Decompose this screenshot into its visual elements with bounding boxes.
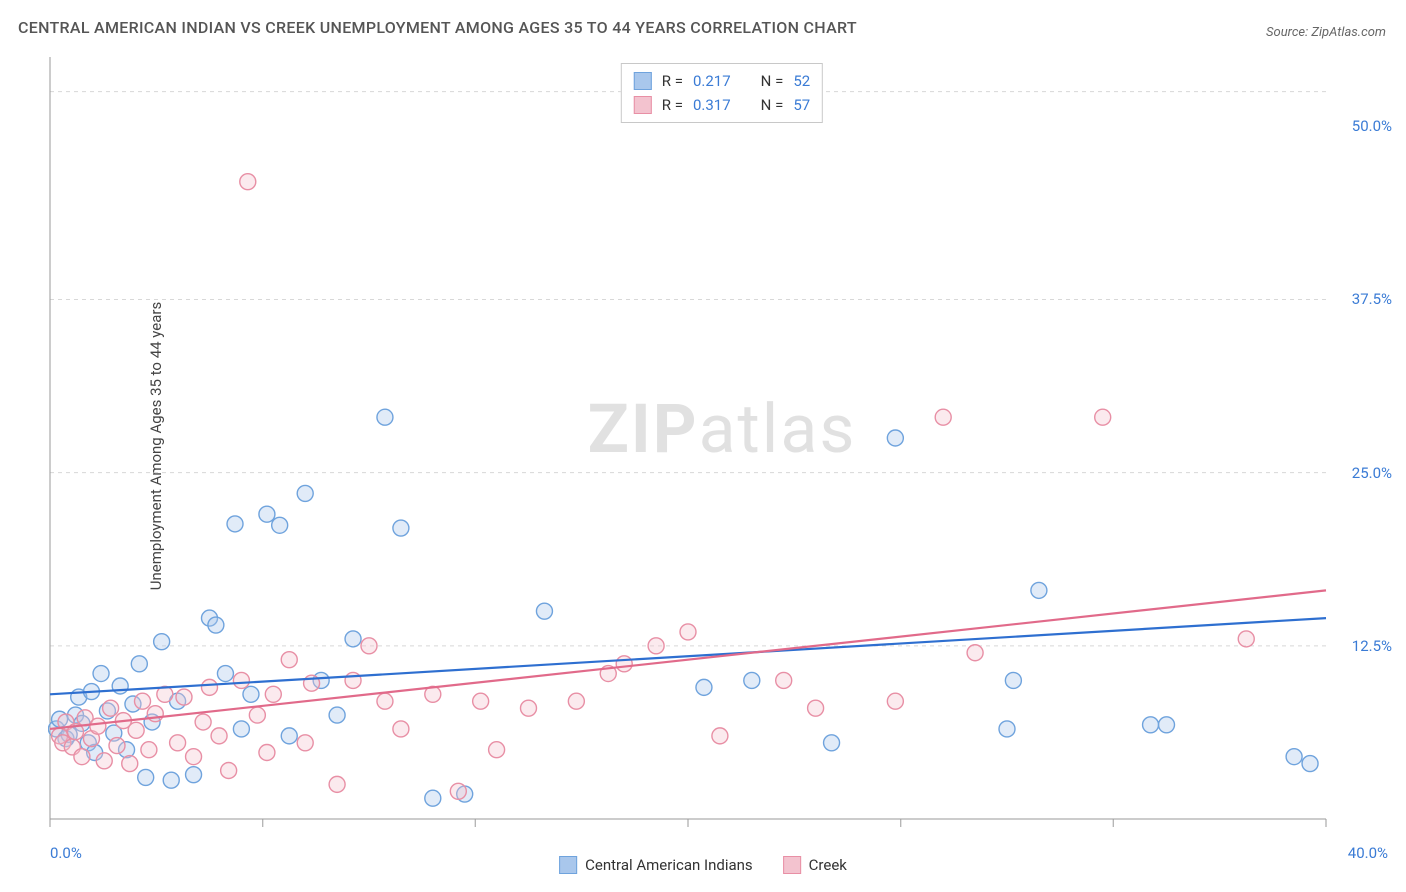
chart-title: CENTRAL AMERICAN INDIAN VS CREEK UNEMPLO… (18, 18, 857, 37)
stats-legend: R = 0.217 N = 52 R = 0.317 N = 57 (621, 63, 823, 123)
n-label-1: N = (761, 69, 784, 93)
legend-swatch-2 (783, 856, 801, 874)
n-value-2: 57 (793, 93, 810, 117)
swatch-series2 (634, 96, 652, 114)
legend-item-series1: Central American Indians (559, 856, 753, 874)
scatter-plot-svg (48, 55, 1396, 834)
n-label-2: N = (761, 93, 784, 117)
r-value-2: 0.317 (693, 93, 731, 117)
y-tick-label: 12.5% (1352, 637, 1392, 655)
legend-label-2: Creek (809, 856, 847, 874)
r-label-2: R = (662, 93, 683, 117)
stats-row-series1: R = 0.217 N = 52 (634, 69, 810, 93)
y-tick-label: 37.5% (1352, 290, 1392, 308)
source-attribution: Source: ZipAtlas.com (1266, 25, 1386, 40)
series-legend: Central American Indians Creek (559, 856, 847, 874)
y-tick-label: 25.0% (1352, 464, 1392, 482)
swatch-series1 (634, 72, 652, 90)
legend-label-1: Central American Indians (585, 856, 753, 874)
x-tick-left: 0.0% (50, 844, 82, 862)
r-label-1: R = (662, 69, 683, 93)
r-value-1: 0.217 (693, 69, 731, 93)
n-value-1: 52 (793, 69, 810, 93)
stats-row-series2: R = 0.317 N = 57 (634, 93, 810, 117)
plot-area: ZIPatlas R = 0.217 N = 52 R = 0.317 N = … (48, 55, 1396, 834)
y-tick-label: 50.0% (1352, 117, 1392, 135)
legend-swatch-1 (559, 856, 577, 874)
x-tick-right: 40.0% (1348, 844, 1388, 862)
legend-item-series2: Creek (783, 856, 847, 874)
